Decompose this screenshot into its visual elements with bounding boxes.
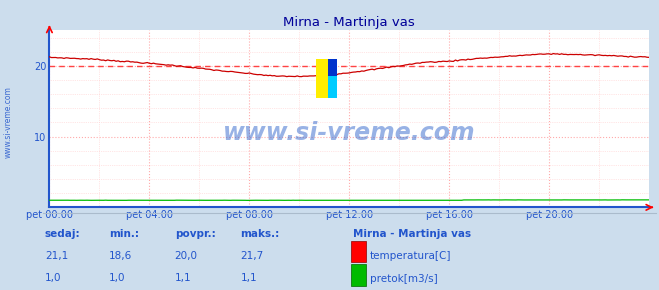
Text: 1,0: 1,0: [109, 273, 125, 282]
Title: Mirna - Martinja vas: Mirna - Martinja vas: [283, 16, 415, 29]
Bar: [328, 59, 337, 76]
Bar: [328, 76, 337, 98]
Text: sedaj:: sedaj:: [45, 229, 80, 239]
Text: 18,6: 18,6: [109, 251, 132, 261]
Text: 1,1: 1,1: [241, 273, 257, 282]
Text: min.:: min.:: [109, 229, 139, 239]
Text: temperatura[C]: temperatura[C]: [370, 251, 451, 261]
Text: povpr.:: povpr.:: [175, 229, 215, 239]
Text: pretok[m3/s]: pretok[m3/s]: [370, 274, 438, 284]
Bar: [316, 59, 328, 98]
Text: www.si-vreme.com: www.si-vreme.com: [3, 86, 13, 158]
Text: 20,0: 20,0: [175, 251, 198, 261]
Text: 21,1: 21,1: [45, 251, 68, 261]
Text: 1,0: 1,0: [45, 273, 61, 282]
Text: 21,7: 21,7: [241, 251, 264, 261]
Text: maks.:: maks.:: [241, 229, 280, 239]
Text: 1,1: 1,1: [175, 273, 191, 282]
Text: Mirna - Martinja vas: Mirna - Martinja vas: [353, 229, 471, 239]
Text: www.si-vreme.com: www.si-vreme.com: [223, 121, 476, 145]
